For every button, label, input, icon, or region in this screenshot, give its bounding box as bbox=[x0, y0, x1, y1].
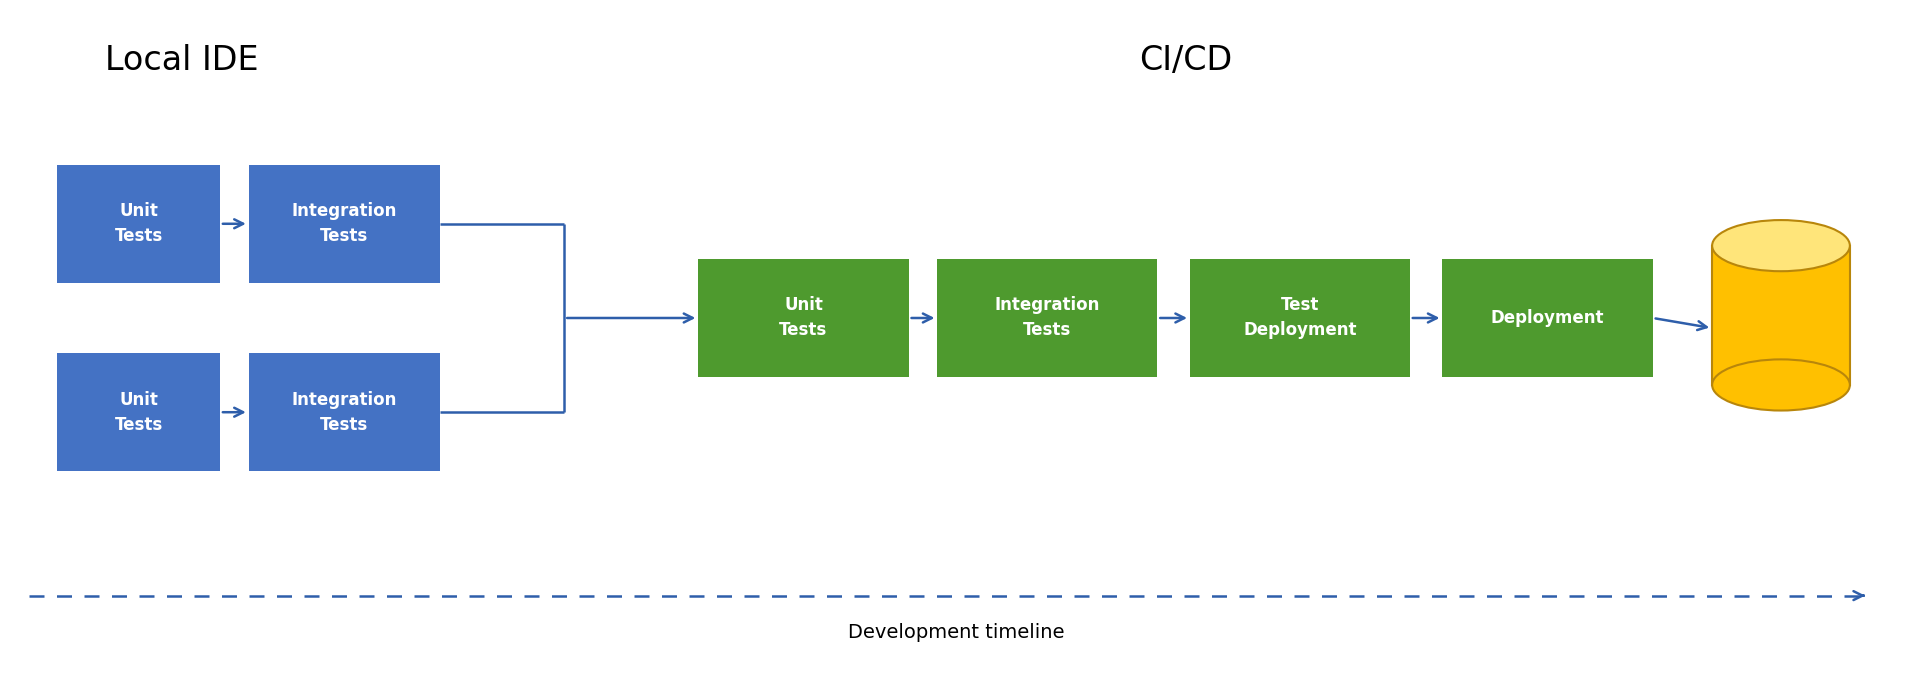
Text: Unit
Tests: Unit Tests bbox=[779, 297, 828, 339]
FancyBboxPatch shape bbox=[57, 165, 220, 283]
Text: Unit
Tests: Unit Tests bbox=[115, 391, 163, 433]
Text: Development timeline: Development timeline bbox=[847, 623, 1066, 642]
FancyBboxPatch shape bbox=[57, 353, 220, 471]
FancyBboxPatch shape bbox=[937, 259, 1157, 377]
FancyBboxPatch shape bbox=[249, 165, 440, 283]
Text: CI/CD: CI/CD bbox=[1140, 44, 1232, 77]
Text: Integration
Tests: Integration Tests bbox=[995, 297, 1100, 339]
FancyBboxPatch shape bbox=[249, 353, 440, 471]
Text: Integration
Tests: Integration Tests bbox=[291, 203, 398, 245]
Text: Integration
Tests: Integration Tests bbox=[291, 391, 398, 433]
Text: Unit
Tests: Unit Tests bbox=[115, 203, 163, 245]
Text: Test
Deployment: Test Deployment bbox=[1243, 297, 1356, 339]
FancyBboxPatch shape bbox=[698, 259, 909, 377]
Polygon shape bbox=[1712, 246, 1850, 385]
Ellipse shape bbox=[1712, 359, 1850, 411]
Text: Local IDE: Local IDE bbox=[105, 44, 258, 77]
FancyBboxPatch shape bbox=[1442, 259, 1653, 377]
Text: Deployment: Deployment bbox=[1490, 309, 1605, 327]
Ellipse shape bbox=[1712, 220, 1850, 271]
FancyBboxPatch shape bbox=[1190, 259, 1410, 377]
